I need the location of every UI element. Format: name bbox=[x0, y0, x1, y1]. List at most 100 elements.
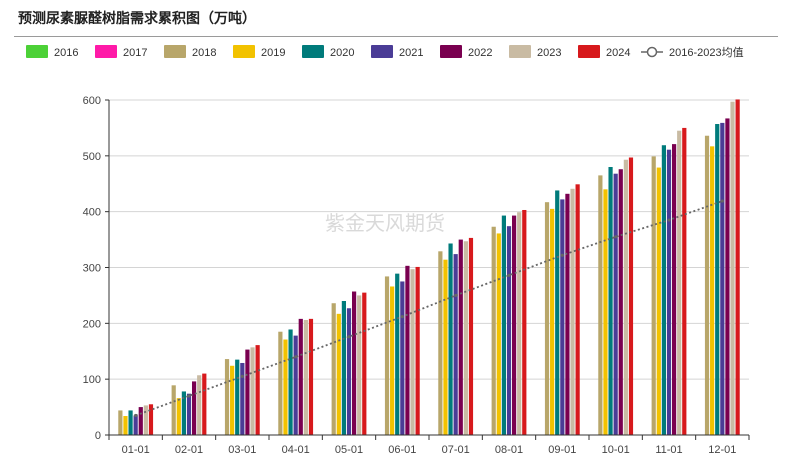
bar-2020-06-01 bbox=[395, 273, 400, 435]
bar-2022-02-01 bbox=[192, 381, 197, 435]
bar-2022-11-01 bbox=[672, 144, 677, 436]
bar-2018-02-01 bbox=[171, 385, 176, 435]
bar-2018-09-01 bbox=[544, 202, 550, 435]
y-tick-label-400: 400 bbox=[83, 207, 101, 219]
average-point-02-01 bbox=[187, 394, 191, 398]
bar-2024-08-01 bbox=[522, 209, 527, 435]
bar-2021-04-01 bbox=[293, 335, 298, 435]
bar-2018-01-01 bbox=[118, 410, 123, 435]
bar-2020-12-01 bbox=[715, 124, 720, 435]
bar-2022-03-01 bbox=[245, 349, 250, 435]
y-tick-label-600: 600 bbox=[83, 95, 101, 107]
bar-2020-07-01 bbox=[448, 243, 453, 435]
average-point-05-01 bbox=[347, 335, 351, 339]
x-tick-label-06-01: 06-01 bbox=[388, 444, 416, 456]
x-tick-label-08-01: 08-01 bbox=[495, 444, 523, 456]
bar-2023-06-01 bbox=[410, 269, 415, 435]
legend-label-2024: 2024 bbox=[606, 47, 630, 59]
bar-2023-05-01 bbox=[357, 295, 362, 435]
y-tick-label-500: 500 bbox=[83, 151, 101, 163]
legend-label-2021: 2021 bbox=[399, 47, 423, 59]
bar-2018-10-01 bbox=[598, 175, 603, 436]
bar-2022-07-01 bbox=[458, 239, 463, 435]
bar-2022-09-01 bbox=[565, 193, 570, 435]
bar-2018-11-01 bbox=[651, 156, 656, 435]
y-tick-label-0: 0 bbox=[95, 430, 101, 442]
bar-2024-04-01 bbox=[308, 318, 314, 435]
legend-swatch-2022 bbox=[440, 45, 462, 58]
bar-2023-04-01 bbox=[303, 319, 308, 435]
average-point-06-01 bbox=[400, 315, 404, 319]
bar-2022-10-01 bbox=[618, 169, 623, 436]
legend-swatch-2016 bbox=[26, 45, 48, 58]
bar-2019-08-01 bbox=[496, 233, 501, 435]
bar-2019-05-01 bbox=[336, 313, 341, 435]
bar-2024-10-01 bbox=[628, 157, 634, 435]
bar-2018-07-01 bbox=[438, 251, 443, 435]
legend-average-marker bbox=[646, 46, 658, 58]
legend-label-2022: 2022 bbox=[468, 47, 492, 59]
bar-2019-03-01 bbox=[230, 365, 235, 435]
average-point-07-01 bbox=[454, 293, 458, 298]
average-point-04-01 bbox=[294, 355, 298, 359]
bar-2022-12-01 bbox=[725, 118, 730, 436]
bar-2021-01-01 bbox=[133, 415, 138, 435]
bar-2020-04-01 bbox=[288, 329, 293, 435]
x-tick-label-12-01: 12-01 bbox=[708, 444, 736, 456]
legend-swatch-2021 bbox=[371, 45, 393, 58]
legend-label-2020: 2020 bbox=[330, 47, 354, 59]
bar-2020-03-01 bbox=[235, 359, 240, 436]
bar-2021-11-01 bbox=[666, 149, 672, 435]
bar-2023-08-01 bbox=[517, 212, 522, 435]
bar-2023-03-01 bbox=[250, 347, 255, 435]
y-tick-label-300: 300 bbox=[83, 263, 101, 275]
x-tick-label-10-01: 10-01 bbox=[602, 444, 630, 456]
title-divider bbox=[14, 36, 778, 37]
average-point-11-01 bbox=[667, 218, 671, 222]
legend-swatch-2024 bbox=[578, 45, 600, 58]
bar-2022-05-01 bbox=[352, 291, 357, 435]
average-point-08-01 bbox=[507, 273, 511, 277]
bar-2019-07-01 bbox=[443, 259, 448, 435]
bar-2024-11-01 bbox=[682, 127, 687, 436]
legend-label-2019: 2019 bbox=[261, 47, 285, 59]
bar-2023-09-01 bbox=[570, 188, 575, 435]
bar-2021-06-01 bbox=[400, 281, 405, 435]
legend-swatch-2018 bbox=[164, 45, 186, 58]
x-tick-label-07-01: 07-01 bbox=[442, 444, 470, 456]
bar-2018-08-01 bbox=[491, 226, 496, 435]
legend: 2016 2017 2018 2019 2020 2021 2022 2023 2024 2016… bbox=[26, 45, 744, 59]
bar-2019-01-01 bbox=[123, 416, 128, 435]
x-tick-label-03-01: 03-01 bbox=[228, 444, 256, 456]
bar-2021-08-01 bbox=[506, 226, 512, 435]
bar-2019-12-01 bbox=[710, 146, 715, 435]
bar-2018-04-01 bbox=[278, 331, 283, 435]
x-tick-label-02-01: 02-01 bbox=[175, 444, 203, 456]
bar-2022-08-01 bbox=[512, 215, 517, 435]
bar-2024-06-01 bbox=[415, 266, 420, 435]
legend-swatch-2017 bbox=[95, 45, 117, 58]
average-point-09-01 bbox=[560, 253, 564, 257]
bar-2018-03-01 bbox=[224, 359, 230, 435]
bar-2021-09-01 bbox=[560, 199, 565, 435]
bar-2020-08-01 bbox=[501, 215, 506, 435]
bar-2024-03-01 bbox=[255, 345, 260, 435]
bar-2021-03-01 bbox=[240, 362, 245, 435]
bar-2021-10-01 bbox=[613, 173, 618, 435]
chart-title: 预测尿素脲醛树脂需求累积图（万吨） bbox=[18, 11, 256, 27]
bar-2023-12-01 bbox=[730, 101, 735, 436]
y-gridlines bbox=[109, 99, 749, 380]
x-tick-label-01-01: 01-01 bbox=[122, 444, 150, 456]
average-point-03-01 bbox=[240, 374, 244, 378]
bar-2019-11-01 bbox=[656, 167, 661, 435]
average-line bbox=[135, 200, 723, 417]
legend-label-2016: 2016 bbox=[54, 47, 78, 59]
watermark: 紫金天风期货 bbox=[325, 211, 445, 235]
bar-2019-10-01 bbox=[603, 189, 608, 435]
bar-2018-06-01 bbox=[384, 276, 390, 435]
bar-2024-09-01 bbox=[575, 184, 580, 435]
legend-label-average: 2016-2023均值 bbox=[669, 46, 744, 59]
bar-2018-12-01 bbox=[704, 135, 710, 436]
bar-2020-01-01 bbox=[128, 410, 133, 435]
